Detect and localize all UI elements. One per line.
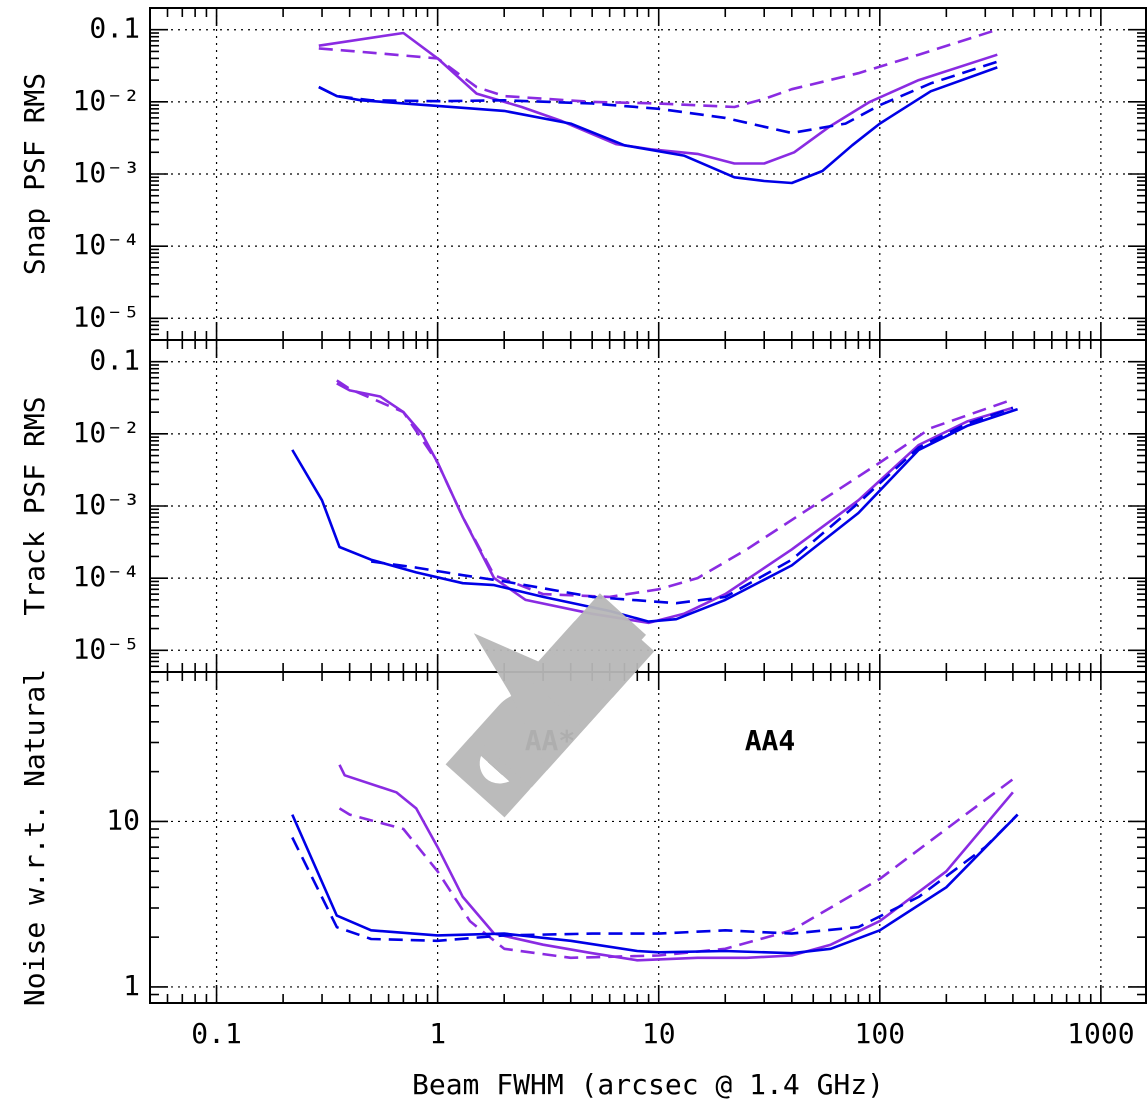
x-tick-label: 10 — [642, 1017, 676, 1050]
x-tick-label: 0.1 — [191, 1017, 242, 1050]
x-axis-title: Beam FWHM (arcsec @ 1.4 GHz) — [412, 1068, 884, 1101]
series-line — [291, 813, 1019, 943]
series-line — [318, 28, 998, 109]
y-tick-label: 10⁻⁴ — [73, 228, 140, 261]
y-axis-title: Noise w.r.t. Natural — [18, 669, 51, 1006]
series-line — [318, 60, 998, 135]
series-line — [291, 813, 1019, 955]
y-tick-label: 0.1 — [89, 344, 140, 377]
series-line — [318, 31, 998, 165]
y-tick-label: 1 — [123, 969, 140, 1002]
y-tick-label: 0.1 — [89, 12, 140, 45]
y-tick-label: 10⁻² — [73, 84, 140, 117]
y-tick-label: 10 — [106, 803, 140, 836]
y-axis-title: Snap PSF RMS — [18, 73, 51, 275]
x-tick-label: 1 — [429, 1017, 446, 1050]
series-line — [336, 379, 1014, 599]
series-line — [370, 406, 1014, 605]
y-tick-label: 10⁻³ — [73, 488, 140, 521]
y-tick-label: 10⁻³ — [73, 156, 140, 189]
y-tick-label: 10⁻² — [73, 416, 140, 449]
series-line — [338, 778, 1014, 960]
series-line — [318, 66, 998, 185]
y-tick-label: 10⁻⁵ — [73, 632, 140, 665]
x-tick-label: 100 — [855, 1017, 906, 1050]
y-tick-label: 10⁻⁴ — [73, 560, 140, 593]
series-line — [338, 764, 1014, 962]
x-tick-label: 1000 — [1067, 1017, 1134, 1050]
annotation: AA* — [525, 724, 576, 757]
annotation: AA4 — [745, 724, 796, 757]
y-tick-label: 10⁻⁵ — [73, 300, 140, 333]
series-line — [291, 407, 1019, 623]
y-axis-title: Track PSF RMS — [18, 396, 51, 615]
plot-frame — [149, 671, 1147, 1004]
